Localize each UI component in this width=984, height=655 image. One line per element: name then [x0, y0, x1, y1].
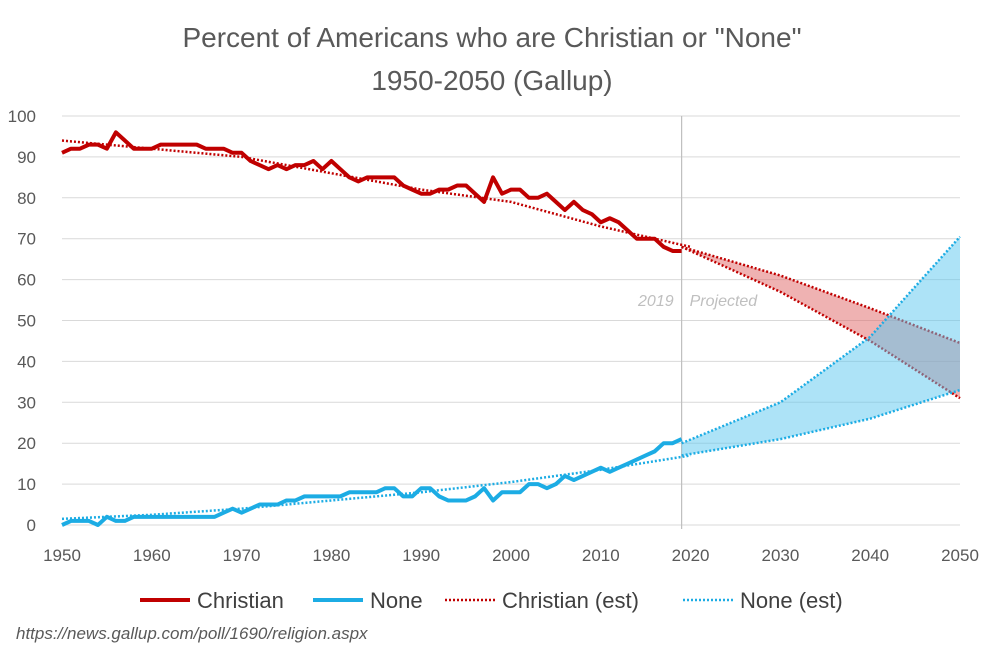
y-tick-label-10: 10 — [17, 475, 36, 494]
x-tick-label-1950: 1950 — [43, 546, 81, 565]
legend-label-none-est: None (est) — [740, 588, 843, 613]
projection-band-none — [681, 236, 960, 456]
annotation-2019: 2019 — [637, 293, 674, 310]
y-tick-label-80: 80 — [17, 189, 36, 208]
y-tick-label-40: 40 — [17, 352, 36, 371]
y-tick-label-20: 20 — [17, 434, 36, 453]
x-tick-label-1990: 1990 — [402, 546, 440, 565]
y-tick-label-60: 60 — [17, 271, 36, 290]
y-tick-label-0: 0 — [27, 516, 36, 535]
x-tick-label-1980: 1980 — [312, 546, 350, 565]
series-line-none-est — [61, 454, 691, 521]
projection-upper-none — [681, 235, 961, 445]
chart-subtitle: 1950-2050 (Gallup) — [371, 65, 612, 96]
y-tick-label-90: 90 — [17, 148, 36, 167]
series-lines — [61, 130, 691, 527]
y-tick-label-70: 70 — [17, 230, 36, 249]
x-tick-label-2040: 2040 — [851, 546, 889, 565]
series-line-christian-est — [61, 139, 691, 249]
x-tick-label-2030: 2030 — [761, 546, 799, 565]
source-url: https://news.gallup.com/poll/1690/religi… — [16, 624, 368, 643]
projection-bands — [681, 235, 961, 457]
grid — [62, 115, 960, 526]
legend: Christian None Christian (est) None (est… — [140, 588, 843, 613]
series-line-christian — [61, 130, 682, 253]
annotation-projected: Projected — [690, 293, 759, 310]
y-axis: 0 10 20 30 40 50 60 70 80 90 100 — [8, 107, 36, 535]
legend-label-christian-est: Christian (est) — [502, 588, 639, 613]
x-tick-label-1960: 1960 — [133, 546, 171, 565]
y-tick-label-100: 100 — [8, 107, 36, 126]
x-tick-label-2020: 2020 — [672, 546, 710, 565]
x-tick-label-2000: 2000 — [492, 546, 530, 565]
legend-label-christian: Christian — [197, 588, 284, 613]
chart-title: Percent of Americans who are Christian o… — [182, 22, 801, 53]
x-tick-label-1970: 1970 — [223, 546, 261, 565]
x-tick-label-2050: 2050 — [941, 546, 979, 565]
legend-label-none: None — [370, 588, 423, 613]
series-line-none — [61, 437, 683, 527]
y-tick-label-50: 50 — [17, 312, 36, 331]
y-tick-label-30: 30 — [17, 393, 36, 412]
x-tick-label-2010: 2010 — [582, 546, 620, 565]
x-axis: 1950 1960 1970 1980 1990 2000 2010 2020 2030 2040… — [43, 546, 979, 565]
